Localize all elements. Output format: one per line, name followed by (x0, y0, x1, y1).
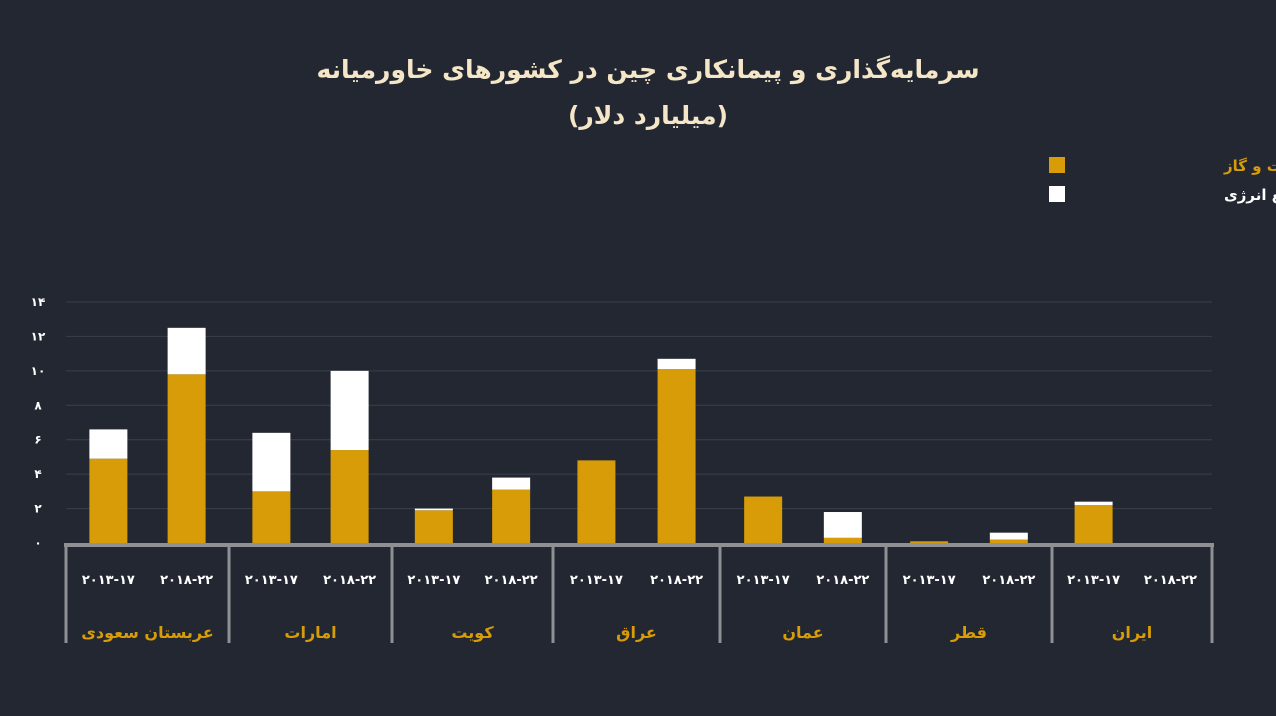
legend: نفت و گاز سایر منابع انرژی (1049, 157, 1276, 204)
country-label: عمان (782, 623, 823, 642)
period-label: ۲۰۱۳-۱۷ (245, 573, 298, 588)
bar-oil-gas (252, 491, 291, 543)
bar-other-energy (167, 327, 206, 375)
period-label: ۲۰۱۸-۲۲ (485, 573, 538, 588)
bar-oil-gas (657, 369, 696, 543)
bar-other-energy (330, 370, 369, 451)
period-label: ۲۰۱۳-۱۷ (82, 573, 135, 588)
y-tick-label: ۱۲ (31, 329, 46, 343)
bar-other-energy (823, 512, 862, 538)
y-tick-label: ۲ (34, 502, 42, 516)
x-axis: ۲۰۱۳-۱۷ ۲۰۱۸-۲۲ عربستان سعودی ۲۰۱۳-۱۷ ۲۰۱۸-۲… (64, 543, 1214, 643)
bar-oil-gas (89, 458, 128, 543)
bar-oil-gas (823, 537, 862, 543)
bar-other-energy (1074, 501, 1113, 506)
bar-oil-gas (492, 489, 531, 543)
bar-oil-gas (167, 374, 206, 543)
period-label: ۲۰۱۳-۱۷ (570, 573, 623, 588)
y-tick-label: ۱۰ (31, 364, 46, 378)
y-tick-label: ۱۴ (31, 295, 46, 309)
gridlines (66, 301, 1212, 510)
legend-swatch-other-energy (1049, 186, 1065, 202)
legend-label-other-energy: سایر منابع انرژی (1224, 186, 1276, 204)
period-label: ۲۰۱۸-۲۲ (650, 573, 703, 588)
chart-subtitle: (میلیارد دلار) (568, 101, 728, 130)
legend-label-oil-gas: نفت و گاز (1223, 157, 1276, 175)
bar-other-energy (989, 532, 1028, 540)
country-label: عربستان سعودی (81, 623, 214, 642)
legend-swatch-oil-gas (1049, 157, 1065, 173)
y-tick-label: ۸ (34, 398, 42, 412)
period-label: ۲۰۱۸-۲۲ (1144, 573, 1197, 588)
y-axis: ۰ ۲ ۴ ۶ ۸ ۱۰ ۱۲ ۱۴ (31, 295, 46, 550)
bar-other-energy (657, 358, 696, 370)
bar-other-energy (492, 477, 531, 490)
bar-other-energy (89, 429, 128, 459)
bar-oil-gas (330, 450, 369, 543)
bar-oil-gas (1074, 505, 1113, 543)
country-label: قطر (950, 623, 987, 642)
chart-title: سرمایه‌گذاری و پیمانکاری چین در کشورهای … (316, 55, 979, 85)
bar-oil-gas (577, 460, 616, 543)
bar-other-energy (414, 508, 453, 511)
country-label: امارات (284, 623, 336, 642)
country-label: ایران (1112, 623, 1153, 642)
y-tick-label: ۶ (34, 433, 41, 447)
period-label: ۲۰۱۸-۲۲ (160, 573, 213, 588)
period-label: ۲۰۱۸-۲۲ (816, 573, 869, 588)
period-label: ۲۰۱۳-۱۷ (1067, 573, 1120, 588)
bars (89, 327, 1113, 543)
country-label: کویت (451, 623, 494, 642)
bar-oil-gas (910, 541, 949, 543)
bar-oil-gas (744, 496, 783, 543)
bar-oil-gas (989, 539, 1028, 543)
bar-other-energy (252, 432, 291, 492)
period-label: ۲۰۱۳-۱۷ (903, 573, 956, 588)
period-label: ۲۰۱۳-۱۷ (407, 573, 460, 588)
period-label: ۲۰۱۸-۲۲ (982, 573, 1035, 588)
bar-oil-gas (414, 510, 453, 543)
period-label: ۲۰۱۸-۲۲ (323, 573, 376, 588)
y-tick-label: ۰ (34, 536, 41, 550)
period-label: ۲۰۱۳-۱۷ (737, 573, 790, 588)
y-tick-label: ۴ (34, 467, 41, 481)
country-label: عراق (616, 623, 657, 642)
